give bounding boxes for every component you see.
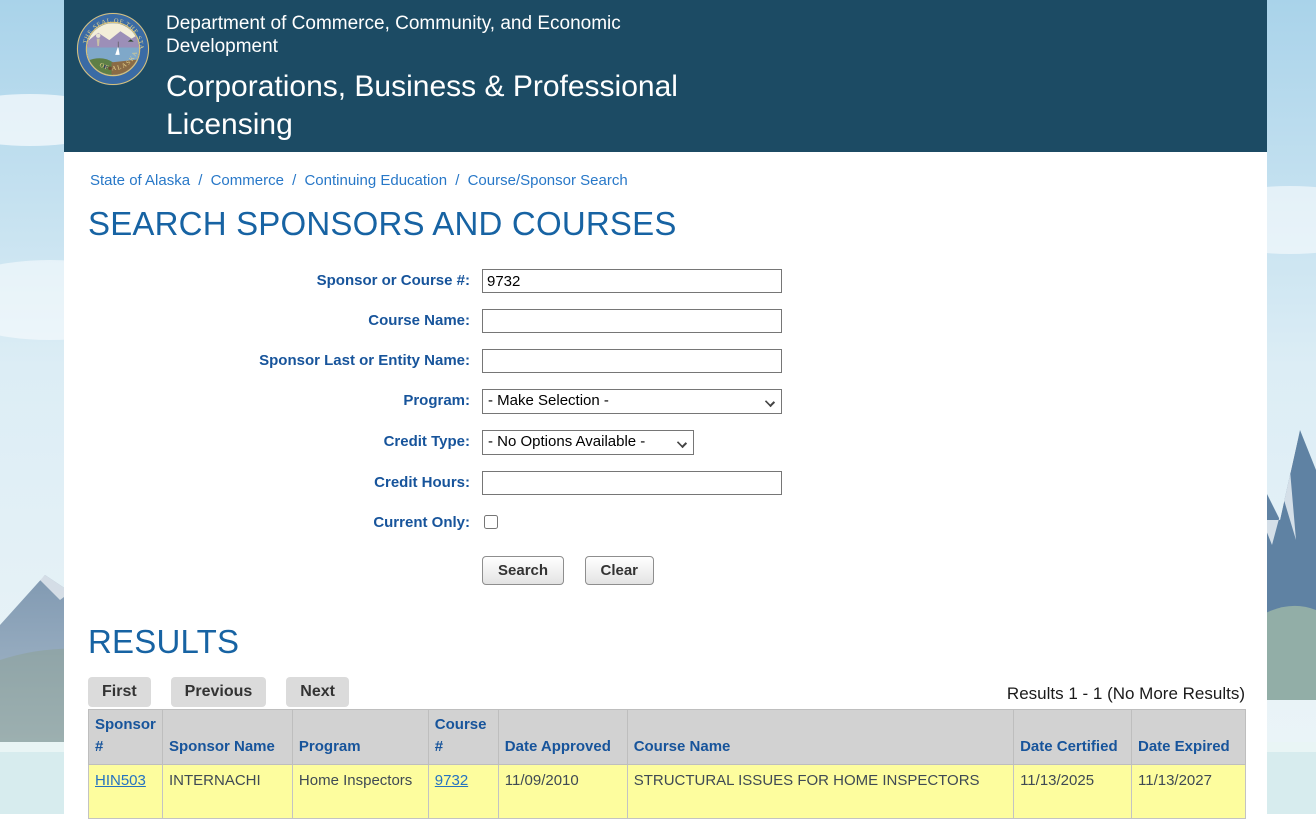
- column-header-date-expired: Date Expired: [1132, 710, 1246, 765]
- breadcrumb-separator: /: [455, 172, 459, 189]
- sponsor-last-or-entity-input[interactable]: [482, 349, 782, 373]
- main-content: State of Alaska / Commerce / Continuing …: [64, 152, 1267, 819]
- cell-date-certified: 11/13/2025: [1014, 765, 1132, 819]
- program-label: Program:: [88, 389, 470, 414]
- column-header-date-approved: Date Approved: [498, 710, 627, 765]
- search-form: Sponsor or Course #: Course Name: Sponso…: [88, 269, 1245, 585]
- cell-sponsor-name: INTERNACHI: [162, 765, 292, 819]
- column-header-program: Program: [292, 710, 428, 765]
- sponsor-or-course-input[interactable]: [482, 269, 782, 293]
- breadcrumb-separator: /: [198, 172, 202, 189]
- cell-sponsor-number: HIN503: [89, 765, 163, 819]
- search-button[interactable]: Search: [482, 556, 564, 585]
- column-header-course-number: Course #: [428, 710, 498, 765]
- cell-course-number: 9732: [428, 765, 498, 819]
- credit-type-selected-value: - No Options Available -: [488, 433, 645, 450]
- credit-hours-label: Credit Hours:: [88, 471, 470, 495]
- chevron-down-icon: [677, 438, 687, 448]
- results-header-row: Sponsor # Sponsor Name Program Course # …: [89, 710, 1246, 765]
- page-title: SEARCH SPONSORS AND COURSES: [88, 205, 1245, 243]
- current-only-checkbox[interactable]: [484, 515, 498, 529]
- header-text: Department of Commerce, Community, and E…: [166, 10, 746, 144]
- next-page-button[interactable]: Next: [286, 677, 349, 707]
- cell-date-approved: 11/09/2010: [498, 765, 627, 819]
- cell-course-name: STRUCTURAL ISSUES FOR HOME INSPECTORS: [627, 765, 1013, 819]
- column-header-sponsor-name: Sponsor Name: [162, 710, 292, 765]
- clear-button[interactable]: Clear: [585, 556, 655, 585]
- results-count-summary: Results 1 - 1 (No More Results): [1007, 684, 1245, 707]
- table-row: HIN503 INTERNACHI Home Inspectors 9732 1…: [89, 765, 1246, 819]
- breadcrumb-state-of-alaska[interactable]: State of Alaska: [90, 172, 190, 189]
- results-toolbar: First Previous Next Results 1 - 1 (No Mo…: [88, 677, 1245, 707]
- column-header-course-name: Course Name: [627, 710, 1013, 765]
- current-only-label: Current Only:: [88, 511, 470, 534]
- previous-page-button[interactable]: Previous: [171, 677, 267, 707]
- cell-program: Home Inspectors: [292, 765, 428, 819]
- breadcrumb: State of Alaska / Commerce / Continuing …: [90, 172, 1245, 189]
- results-title: RESULTS: [88, 623, 1245, 661]
- credit-type-label: Credit Type:: [88, 430, 470, 455]
- program-selected-value: - Make Selection -: [488, 392, 609, 409]
- course-number-link[interactable]: 9732: [435, 772, 468, 789]
- first-page-button[interactable]: First: [88, 677, 151, 707]
- course-name-input[interactable]: [482, 309, 782, 333]
- sponsor-or-course-label: Sponsor or Course #:: [88, 269, 470, 293]
- breadcrumb-course-sponsor-search[interactable]: Course/Sponsor Search: [468, 172, 628, 189]
- course-name-label: Course Name:: [88, 309, 470, 333]
- credit-hours-input[interactable]: [482, 471, 782, 495]
- column-header-date-certified: Date Certified: [1014, 710, 1132, 765]
- results-table: Sponsor # Sponsor Name Program Course # …: [88, 709, 1246, 819]
- department-name: Department of Commerce, Community, and E…: [166, 12, 696, 58]
- cell-date-expired: 11/13/2027: [1132, 765, 1246, 819]
- column-header-sponsor-number: Sponsor #: [89, 710, 163, 765]
- site-header: THE SEAL OF THE STATE OF ALASKA Departme…: [64, 0, 1267, 152]
- sponsor-number-link[interactable]: HIN503: [95, 772, 146, 789]
- alaska-state-seal-icon: THE SEAL OF THE STATE OF ALASKA: [76, 12, 150, 86]
- breadcrumb-continuing-education[interactable]: Continuing Education: [304, 172, 447, 189]
- division-name: Corporations, Business & Professional Li…: [166, 68, 746, 144]
- program-select[interactable]: - Make Selection -: [482, 389, 782, 414]
- credit-type-select[interactable]: - No Options Available -: [482, 430, 694, 455]
- breadcrumb-commerce[interactable]: Commerce: [211, 172, 284, 189]
- breadcrumb-separator: /: [292, 172, 296, 189]
- chevron-down-icon: [765, 397, 775, 407]
- sponsor-last-or-entity-label: Sponsor Last or Entity Name:: [88, 349, 470, 373]
- page-container: THE SEAL OF THE STATE OF ALASKA Departme…: [64, 0, 1267, 819]
